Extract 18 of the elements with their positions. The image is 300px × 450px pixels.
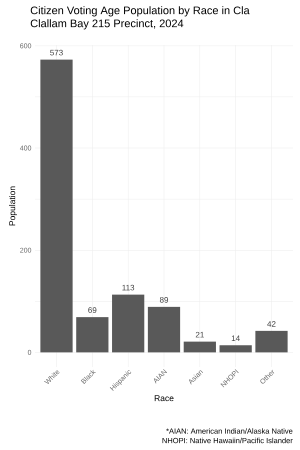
data-label: 69 xyxy=(88,307,96,313)
data-label: 573 xyxy=(50,50,63,56)
data-label: 14 xyxy=(232,336,240,342)
bar xyxy=(220,345,252,352)
data-label: 42 xyxy=(267,321,276,327)
bar xyxy=(184,342,216,352)
bar xyxy=(255,330,288,352)
chart-title: Citizen Voting Age Population by Race in Cla xyxy=(30,6,250,16)
data-label: 89 xyxy=(160,297,168,303)
bar xyxy=(148,306,180,352)
bar xyxy=(112,294,144,352)
data-label: 21 xyxy=(196,332,204,338)
x-axis-title: Race xyxy=(154,395,174,402)
data-label: 113 xyxy=(122,284,134,290)
y-axis-title: Population xyxy=(8,186,17,226)
chart-subtitle: Clallam Bay 215 Precinct, 2024 xyxy=(30,19,184,30)
bar xyxy=(40,60,73,352)
bar xyxy=(76,317,108,352)
